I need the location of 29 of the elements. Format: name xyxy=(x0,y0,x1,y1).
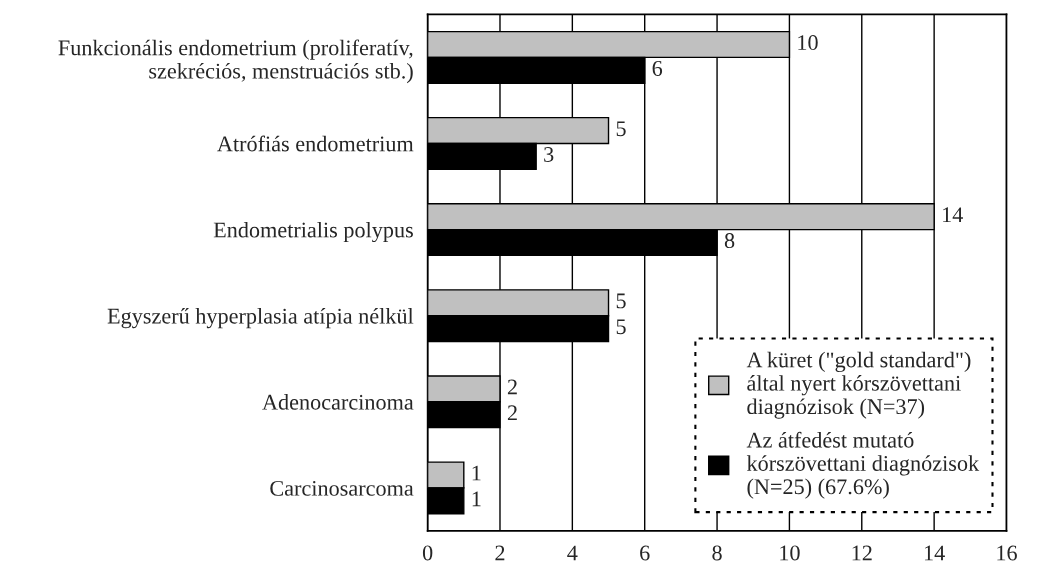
x-tick-label: 6 xyxy=(640,545,650,561)
y-tick-label: Atrófiás endometrium xyxy=(217,135,414,152)
legend-label: A küret ("gold standard") által nyert kórszövettani diagnózisok (N=37) xyxy=(746,351,971,419)
x-tick-label: 8 xyxy=(712,545,722,561)
x-tick-label: 0 xyxy=(422,545,433,561)
data-label: 2 xyxy=(507,379,517,395)
data-label: 1 xyxy=(472,465,481,481)
data-label: 1 xyxy=(472,491,481,507)
y-tick-label: Egyszerű hyperplasia atípia nélkül xyxy=(107,307,414,329)
y-tick-label: Carcinosarcoma xyxy=(270,480,414,496)
data-label: 8 xyxy=(724,233,735,249)
x-tick-label: 10 xyxy=(780,545,800,561)
data-label: 5 xyxy=(616,121,626,137)
x-tick-label: 14 xyxy=(924,545,945,561)
y-tick-label: Funkcionális endometrium (proliferatív, szekréciós, menstruációs stb.) xyxy=(58,39,413,84)
data-label: 6 xyxy=(652,60,663,76)
y-tick-label: Endometrialis polypus xyxy=(213,221,413,243)
data-label: 10 xyxy=(798,35,818,51)
data-label: 5 xyxy=(616,319,626,335)
x-tick-label: 4 xyxy=(567,545,578,561)
data-label: 14 xyxy=(943,207,963,223)
legend-label: Az átfedést mutató kórszövettani diagnózisok (N=25) (67.6%) xyxy=(746,431,980,499)
y-tick-label: Adenocarcinoma xyxy=(262,394,414,410)
x-tick-label: 16 xyxy=(997,545,1017,561)
x-tick-label: 2 xyxy=(495,545,505,561)
data-label: 5 xyxy=(616,293,626,309)
x-tick-label: 12 xyxy=(852,545,872,561)
data-label: 3 xyxy=(544,147,554,162)
data-label: 2 xyxy=(507,405,517,421)
